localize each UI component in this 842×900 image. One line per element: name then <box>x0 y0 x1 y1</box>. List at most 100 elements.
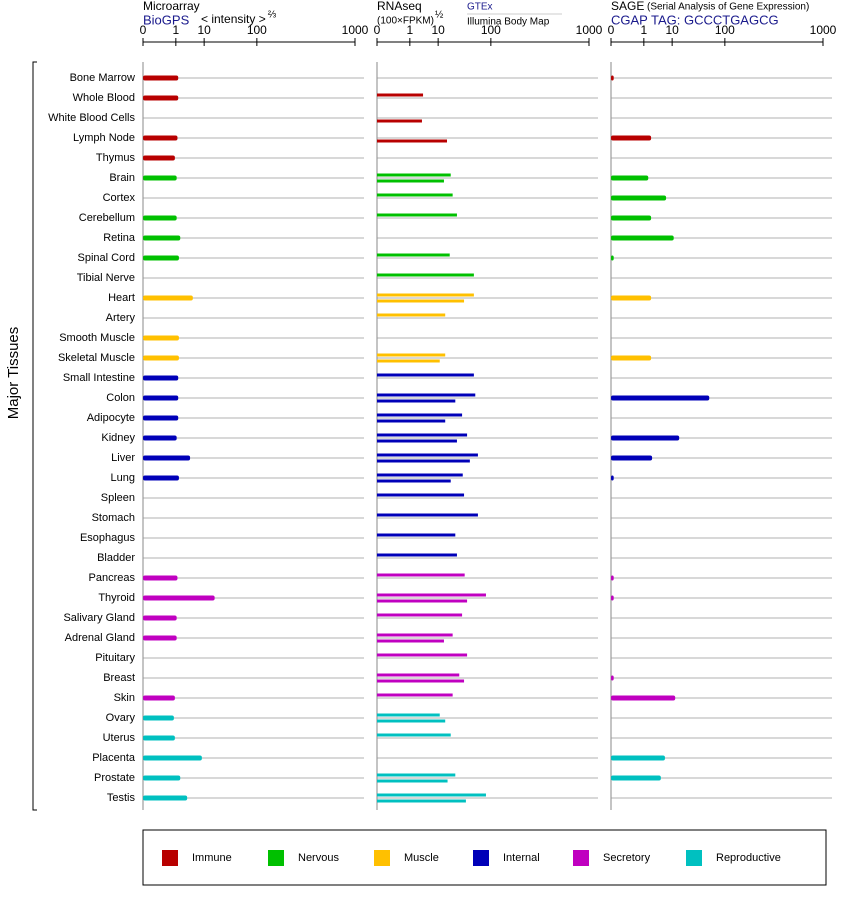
bar <box>143 255 179 261</box>
bar <box>611 475 614 481</box>
bar <box>377 139 447 143</box>
x-tick-label: 10 <box>197 23 211 37</box>
legend-label: Reproductive <box>716 852 781 864</box>
panel-subtitle: (100×FPKM) <box>377 16 434 27</box>
category-label: Lung <box>111 472 135 484</box>
bar <box>143 415 179 421</box>
legend-label: Internal <box>503 852 540 864</box>
bar <box>377 313 446 317</box>
x-tick-label: 1000 <box>342 23 369 37</box>
x-tick-label: 10 <box>665 23 679 37</box>
category-label: Spleen <box>101 492 135 504</box>
x-tick-label: 10 <box>431 23 445 37</box>
series-name: Illumina Body Map <box>467 17 550 28</box>
bar <box>611 775 661 781</box>
category-label: Stomach <box>92 512 135 524</box>
bar <box>143 235 181 241</box>
category-label: Liver <box>111 452 135 464</box>
bar <box>377 433 468 437</box>
legend-box <box>142 829 827 886</box>
bar <box>377 533 456 537</box>
axis-exponent: ⅔ <box>268 10 277 21</box>
bar <box>611 135 652 141</box>
panel-note: (Serial Analysis of Gene Expression) <box>647 2 809 13</box>
bar <box>143 375 179 381</box>
bar <box>377 779 448 783</box>
bar <box>611 575 614 581</box>
bar <box>377 599 468 603</box>
category-label: Brain <box>109 172 135 184</box>
category-label: Bladder <box>97 552 135 564</box>
bar <box>377 293 474 297</box>
category-label: Small Intestine <box>63 372 135 384</box>
bar <box>377 799 466 803</box>
category-label: Thyroid <box>98 592 135 604</box>
bar <box>611 455 653 461</box>
category-label: Adrenal Gland <box>65 632 135 644</box>
bar <box>377 573 465 577</box>
bar <box>143 475 179 481</box>
category-label: Colon <box>106 392 135 404</box>
panel-title: SAGE <box>611 0 644 13</box>
bar <box>377 353 446 357</box>
bar <box>377 359 440 363</box>
x-tick-label: 1 <box>172 23 179 37</box>
bar <box>611 355 652 361</box>
bar <box>611 295 652 301</box>
panel-subtitle: CGAP <box>611 12 648 27</box>
bar <box>377 493 465 497</box>
bar <box>377 633 453 637</box>
category-label: Spinal Cord <box>78 252 135 264</box>
bar <box>377 93 424 97</box>
bar <box>377 733 451 737</box>
bar <box>377 793 486 797</box>
bar <box>143 615 177 621</box>
bar <box>143 355 179 361</box>
bar <box>143 215 177 221</box>
bar <box>377 679 465 683</box>
bar <box>143 775 181 781</box>
bar <box>377 419 446 423</box>
bar <box>377 479 451 483</box>
bar <box>377 299 465 303</box>
x-tick-label: 100 <box>247 23 267 37</box>
legend-swatch <box>686 850 702 866</box>
category-label: Pancreas <box>89 572 136 584</box>
category-label: Thymus <box>96 152 136 164</box>
bar <box>377 193 453 197</box>
bar <box>611 755 665 761</box>
panel-title: Microarray <box>143 0 200 13</box>
category-label: Adipocyte <box>87 412 135 424</box>
category-label: Ovary <box>106 712 136 724</box>
legend-swatch <box>268 850 284 866</box>
category-label: Placenta <box>92 752 136 764</box>
bar <box>377 399 456 403</box>
bar <box>143 95 179 101</box>
x-tick-label: 1 <box>640 23 647 37</box>
category-label: Bone Marrow <box>70 72 135 84</box>
bar <box>143 735 175 741</box>
bar <box>377 653 468 657</box>
bar <box>377 273 474 277</box>
bar <box>143 75 179 81</box>
category-label: Skeletal Muscle <box>58 352 135 364</box>
bar <box>377 513 478 517</box>
bar <box>377 553 457 557</box>
x-tick-label: 0 <box>374 23 381 37</box>
x-tick-label: 0 <box>140 23 147 37</box>
bar <box>377 473 463 477</box>
category-label: Kidney <box>101 432 135 444</box>
x-tick-label: 0 <box>608 23 615 37</box>
bar <box>377 459 470 463</box>
panel-subtitle: BioGPS <box>143 12 190 27</box>
bar <box>377 673 460 677</box>
category-label: Smooth Muscle <box>59 332 135 344</box>
bar <box>143 135 178 141</box>
category-label: Cortex <box>103 192 136 204</box>
panel-title: RNAseq <box>377 0 422 13</box>
legend-label: Secretory <box>603 852 651 864</box>
bar <box>377 613 463 617</box>
legend-label: Muscle <box>404 852 439 864</box>
bar <box>611 395 710 401</box>
bar <box>611 75 614 81</box>
